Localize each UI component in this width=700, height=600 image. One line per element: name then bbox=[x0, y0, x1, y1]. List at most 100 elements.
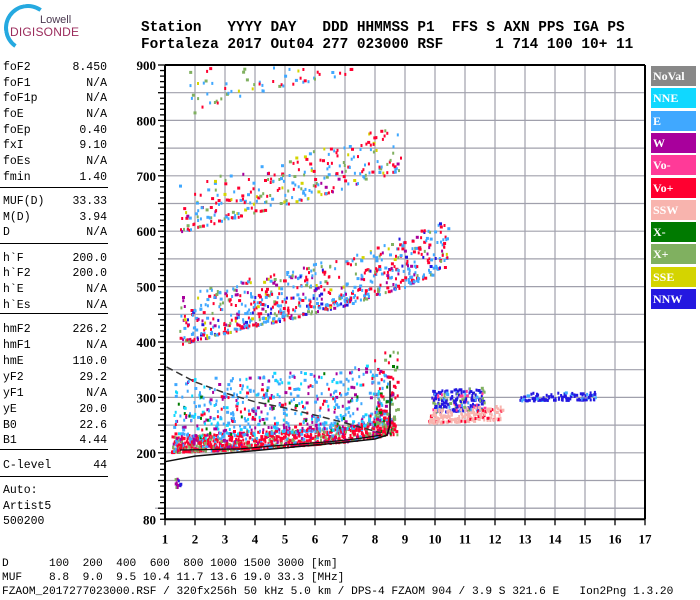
echo-point bbox=[241, 194, 245, 198]
echo-point bbox=[522, 397, 525, 401]
param-row-hmf2: hmF2 226.2 bbox=[3, 323, 107, 338]
echo-point bbox=[460, 419, 463, 423]
echo-point bbox=[288, 174, 291, 177]
echo-point bbox=[494, 417, 497, 421]
echo-point bbox=[437, 401, 440, 405]
echo-point bbox=[303, 378, 307, 382]
echo-point bbox=[447, 227, 451, 231]
echo-point bbox=[586, 392, 589, 396]
echo-point bbox=[435, 416, 438, 420]
echo-point bbox=[280, 311, 283, 315]
echo-point bbox=[261, 303, 265, 306]
x-tick-label: 11 bbox=[459, 531, 471, 546]
echo-point bbox=[351, 399, 354, 403]
echo-point bbox=[344, 392, 348, 396]
echo-point bbox=[415, 265, 417, 269]
echo-point bbox=[452, 418, 456, 422]
echo-point bbox=[215, 437, 219, 441]
echo-point bbox=[254, 209, 258, 213]
echo-point bbox=[270, 426, 273, 430]
echo-point bbox=[568, 397, 572, 401]
echo-point bbox=[369, 287, 373, 291]
echo-point bbox=[199, 289, 202, 293]
echo-point bbox=[286, 314, 289, 318]
legend-item-e: E bbox=[651, 110, 696, 131]
echo-point bbox=[288, 316, 291, 320]
echo-point bbox=[253, 433, 256, 437]
echo-point bbox=[273, 302, 277, 306]
echo-point bbox=[287, 440, 291, 444]
echo-point bbox=[243, 442, 246, 446]
echo-point bbox=[226, 446, 230, 449]
echo-point bbox=[218, 431, 222, 435]
echo-point bbox=[174, 443, 177, 447]
echo-point bbox=[258, 440, 261, 444]
echo-point bbox=[359, 148, 362, 151]
echo-point bbox=[316, 418, 320, 422]
echo-point bbox=[316, 297, 319, 301]
echo-point bbox=[245, 377, 248, 381]
echo-point bbox=[294, 412, 297, 416]
echo-point bbox=[214, 333, 217, 337]
echo-point bbox=[437, 396, 440, 400]
echo-point bbox=[579, 392, 583, 396]
echo-point bbox=[271, 407, 274, 411]
echo-point bbox=[220, 444, 223, 447]
echo-point bbox=[318, 375, 321, 379]
echo-point bbox=[333, 75, 336, 79]
echo-point bbox=[432, 253, 435, 257]
echo-point bbox=[185, 445, 188, 449]
echo-point bbox=[341, 404, 344, 408]
echo-point bbox=[183, 432, 186, 436]
echo-point bbox=[197, 317, 200, 321]
x-tick-label: 13 bbox=[519, 531, 533, 546]
echo-point bbox=[378, 398, 381, 402]
echo-point bbox=[442, 414, 446, 418]
echo-point bbox=[261, 298, 264, 302]
echo-point bbox=[250, 206, 253, 210]
echo-point bbox=[443, 242, 447, 245]
echo-point bbox=[304, 312, 308, 316]
echo-point bbox=[220, 97, 223, 101]
echo-point bbox=[338, 164, 341, 168]
echo-point bbox=[412, 280, 416, 284]
echo-point bbox=[260, 446, 263, 450]
echo-point bbox=[431, 396, 434, 400]
echo-point bbox=[215, 293, 219, 296]
echo-point bbox=[331, 190, 334, 194]
echo-point bbox=[209, 398, 213, 402]
echo-point bbox=[310, 269, 313, 273]
echo-point bbox=[384, 431, 387, 435]
echo-point bbox=[293, 441, 296, 445]
echo-point bbox=[319, 435, 322, 439]
echo-point bbox=[362, 415, 366, 419]
echo-point bbox=[335, 172, 339, 176]
echo-point bbox=[457, 389, 460, 393]
echo-point bbox=[174, 447, 178, 451]
echo-point bbox=[177, 449, 180, 453]
echo-point bbox=[473, 419, 477, 423]
echo-point bbox=[270, 405, 274, 409]
echo-point bbox=[347, 182, 350, 186]
echo-point bbox=[259, 194, 263, 198]
echo-point bbox=[327, 191, 330, 195]
echo-point bbox=[369, 269, 372, 273]
echo-point bbox=[291, 196, 294, 200]
echo-point bbox=[383, 134, 386, 138]
echo-point bbox=[314, 437, 317, 441]
echo-point bbox=[476, 408, 480, 412]
echo-point bbox=[397, 247, 400, 251]
echo-point bbox=[314, 287, 318, 291]
echo-point bbox=[279, 310, 283, 314]
echo-point bbox=[464, 413, 468, 417]
echo-point bbox=[207, 188, 211, 192]
param-value: N/A bbox=[86, 108, 107, 121]
echo-point bbox=[286, 273, 289, 276]
echo-point bbox=[357, 182, 359, 186]
echo-point bbox=[307, 435, 310, 438]
echo-point bbox=[331, 379, 334, 383]
echo-point bbox=[306, 439, 309, 443]
echo-point bbox=[339, 392, 341, 396]
echo-point bbox=[365, 291, 368, 295]
echo-point bbox=[487, 409, 491, 413]
